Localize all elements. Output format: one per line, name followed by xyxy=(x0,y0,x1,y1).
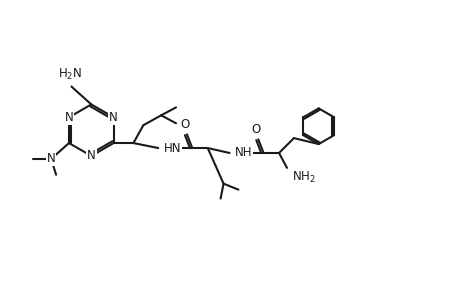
Text: N: N xyxy=(87,149,95,162)
Text: NH$_2$: NH$_2$ xyxy=(291,170,315,185)
Text: O: O xyxy=(251,123,260,136)
Text: NH: NH xyxy=(235,146,252,160)
Text: O: O xyxy=(180,118,189,131)
Text: N: N xyxy=(47,152,56,165)
Text: N: N xyxy=(109,111,118,124)
Text: N: N xyxy=(64,111,73,124)
Text: H$_2$N: H$_2$N xyxy=(58,67,82,82)
Text: HN: HN xyxy=(163,142,181,154)
